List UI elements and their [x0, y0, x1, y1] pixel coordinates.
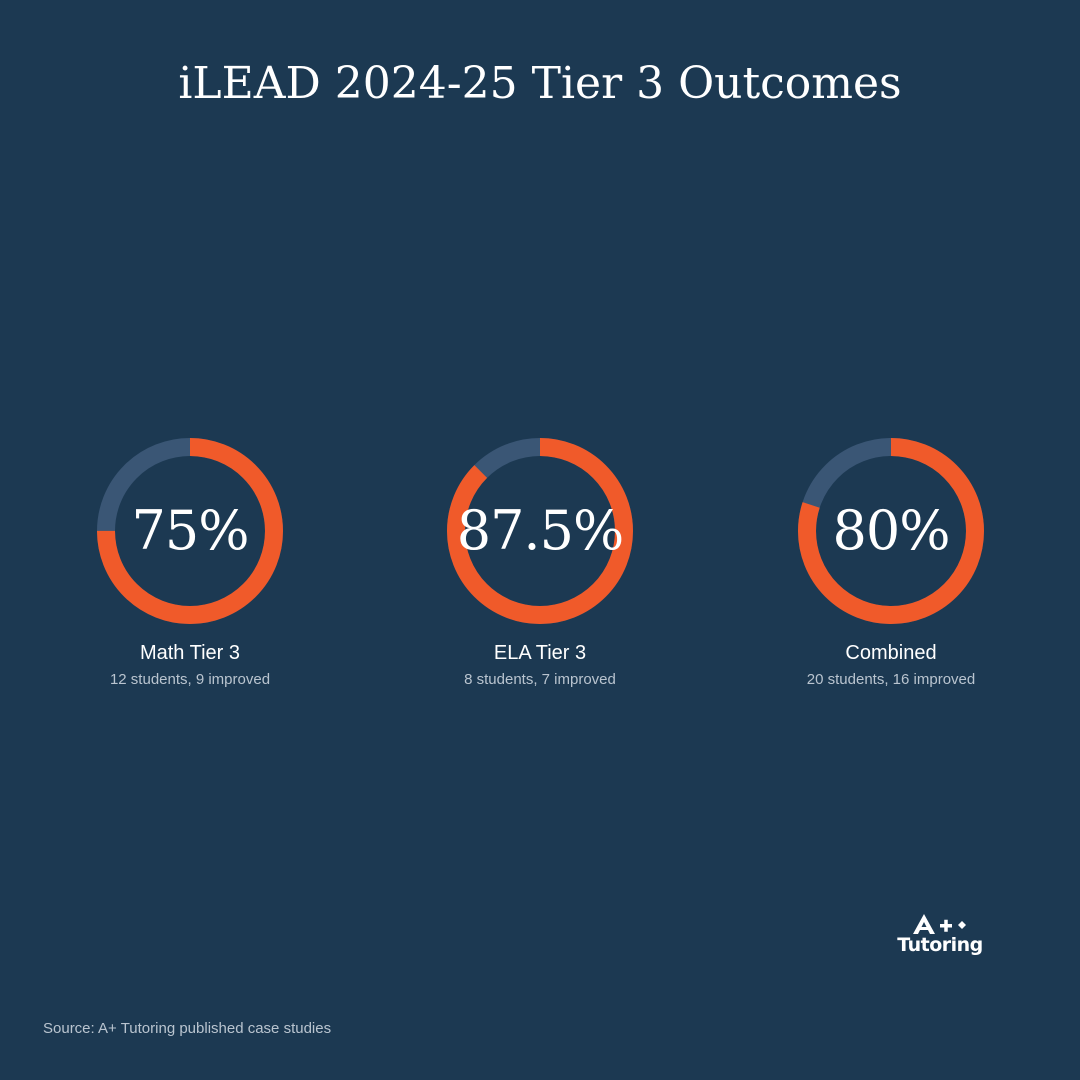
- donut-chart-math: 75%: [95, 436, 285, 626]
- donut-arc: [97, 438, 283, 624]
- page-title: iLEAD 2024-25 Tier 3 Outcomes: [178, 58, 902, 109]
- donut-label: ELA Tier 3: [493, 642, 587, 664]
- donut-label: Math Tier 3: [139, 642, 241, 664]
- donut-value-label: 75%: [131, 499, 249, 562]
- donut-detail: 12 students, 9 improved: [109, 671, 271, 688]
- donut-value-label: 87.5%: [456, 499, 625, 562]
- donut-detail: 8 students, 7 improved: [464, 671, 616, 688]
- source-note: Source: A+ Tutoring published case studi…: [43, 1020, 332, 1037]
- donut-arc: [798, 438, 984, 624]
- donut-svg-ela: [447, 438, 633, 624]
- donut-label: Combined: [845, 642, 937, 664]
- donut-svg-combined: [798, 438, 984, 624]
- donut-chart-combined: 80%: [796, 436, 986, 626]
- donut-chart-ela: 87.5%: [445, 436, 635, 626]
- donut-svg-math: [97, 438, 283, 624]
- logo-wordmark: Tutoring: [897, 934, 983, 956]
- brand-logo: Tutoring: [896, 912, 984, 964]
- donut-arc: [447, 438, 633, 624]
- donut-value-label: 80%: [832, 499, 950, 562]
- donut-detail: 20 students, 16 improved: [806, 671, 976, 688]
- logo-mark-icon: [913, 914, 966, 934]
